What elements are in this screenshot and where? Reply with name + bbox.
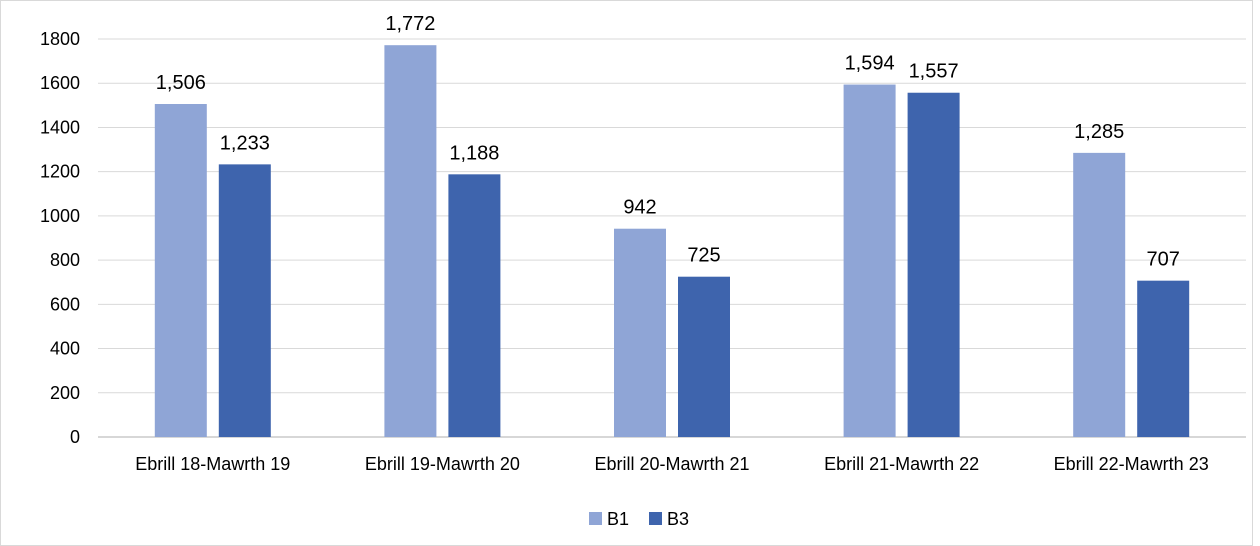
y-tick-label: 1000 bbox=[40, 206, 80, 226]
x-tick-label: Ebrill 19-Mawrth 20 bbox=[365, 454, 520, 474]
bar-b3 bbox=[218, 164, 271, 437]
y-tick-label: 1400 bbox=[40, 117, 80, 137]
legend-label-b1: B1 bbox=[607, 509, 629, 529]
y-tick-label: 400 bbox=[50, 339, 80, 359]
data-label: 707 bbox=[1147, 249, 1180, 271]
data-label: 1,188 bbox=[449, 142, 499, 164]
bar-b3 bbox=[907, 92, 960, 437]
y-tick-label: 0 bbox=[70, 427, 80, 447]
data-label: 942 bbox=[623, 197, 656, 219]
y-tick-label: 200 bbox=[50, 383, 80, 403]
data-label: 1,233 bbox=[220, 132, 270, 154]
bar-b3 bbox=[448, 174, 501, 437]
y-tick-label: 600 bbox=[50, 294, 80, 314]
x-tick-label: Ebrill 22-Mawrth 23 bbox=[1054, 454, 1209, 474]
bar-b1 bbox=[1073, 152, 1126, 437]
gridlines bbox=[98, 38, 1246, 394]
y-tick-label: 1800 bbox=[40, 29, 80, 49]
data-label: 1,506 bbox=[156, 72, 206, 94]
legend-swatch-b1 bbox=[589, 512, 602, 525]
y-tick-label: 1600 bbox=[40, 73, 80, 93]
x-tick-label: Ebrill 20-Mawrth 21 bbox=[594, 454, 749, 474]
data-label: 1,594 bbox=[845, 53, 895, 75]
bar-b1 bbox=[614, 228, 666, 437]
x-tick-label: Ebrill 21-Mawrth 22 bbox=[824, 454, 979, 474]
bars bbox=[154, 45, 1190, 438]
y-tick-label: 800 bbox=[50, 250, 80, 270]
x-tick-label: Ebrill 18-Mawrth 19 bbox=[135, 454, 290, 474]
bar-b1 bbox=[154, 104, 207, 438]
bar-b1 bbox=[843, 84, 896, 437]
legend: B1 B3 bbox=[589, 509, 689, 529]
y-tick-label: 1200 bbox=[40, 162, 80, 182]
legend-label-b3: B3 bbox=[667, 509, 689, 529]
axes: 0 200 400 600 800 1000 1200 1400 1600 1800 Ebrill … bbox=[40, 29, 1246, 474]
bar-b3 bbox=[1137, 280, 1190, 437]
data-labels: 1,506 1,233 1,772 1,188 942 725 1,594 1,557 1,28… bbox=[156, 13, 1180, 270]
data-label: 725 bbox=[687, 245, 720, 267]
data-label: 1,557 bbox=[909, 61, 959, 83]
legend-swatch-b3 bbox=[649, 512, 662, 525]
bar-b1 bbox=[384, 45, 437, 438]
data-label: 1,285 bbox=[1074, 121, 1124, 143]
data-label: 1,772 bbox=[385, 13, 435, 35]
bar-b3 bbox=[678, 276, 730, 437]
